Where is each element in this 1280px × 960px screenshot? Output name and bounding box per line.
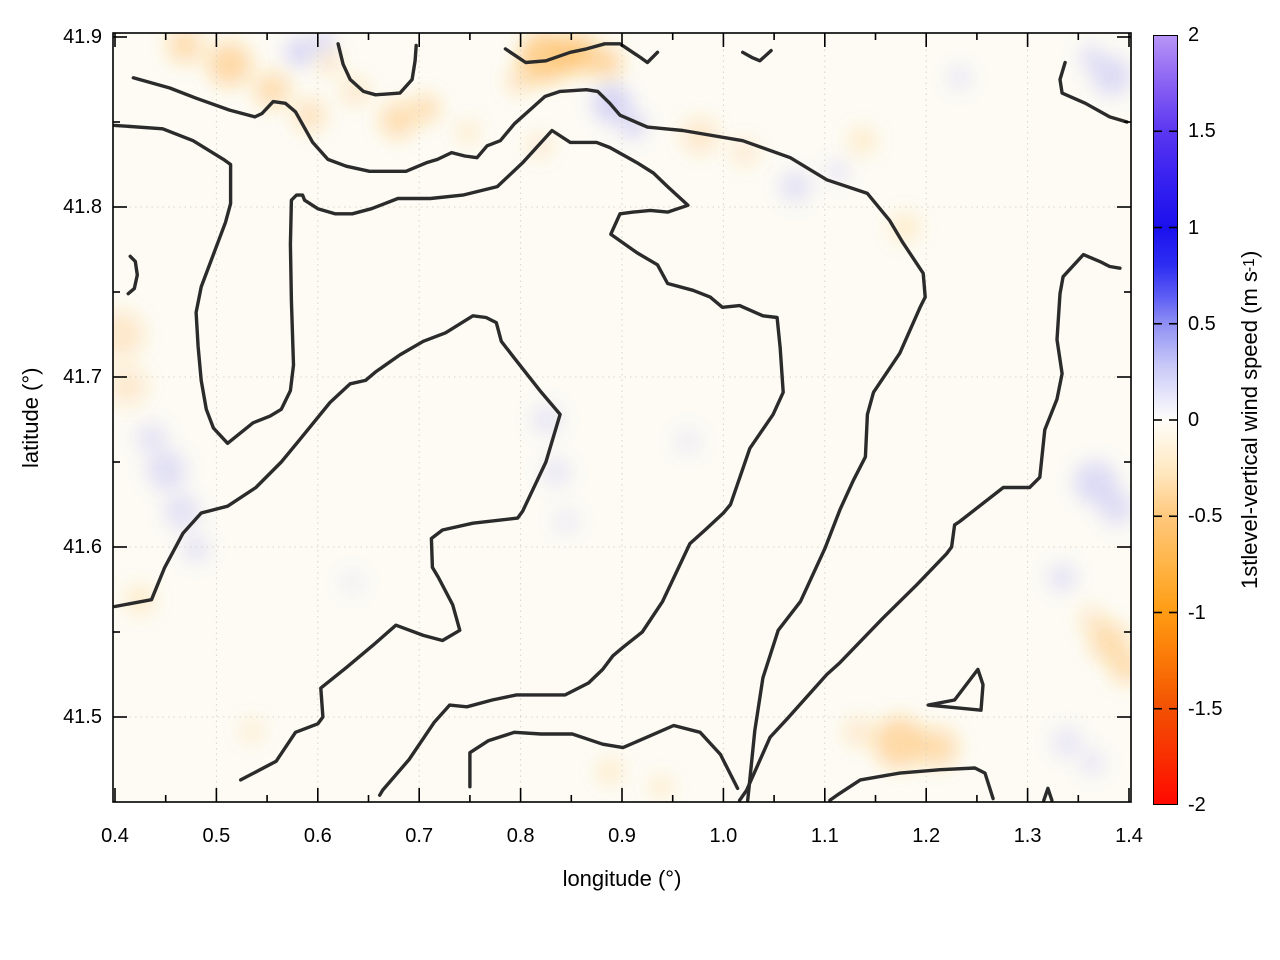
x-tick-label: 0.8 (506, 825, 535, 847)
x-tick-label: 1.4 (1115, 825, 1143, 847)
x-tick-label: 0.6 (303, 825, 332, 847)
x-tick-label: 1.1 (810, 825, 839, 847)
colorbar-tick-label: 2 (1188, 24, 1200, 46)
x-tick-label: 1.2 (912, 825, 941, 847)
colorbar-title-superscript: -1 (1241, 257, 1258, 272)
colorbar-title-text: 1stlevel-vertical wind speed (m s (1237, 271, 1262, 590)
colorbar-tick-label: 1 (1188, 216, 1200, 239)
x-tick-label: 0.4 (101, 825, 129, 847)
colorbar-tick-label: -0.5 (1188, 505, 1223, 528)
colorbar-tick-label: -2 (1188, 794, 1206, 816)
y-tick-label: 41.6 (63, 536, 102, 558)
colorbar-title-close-paren: ) (1237, 250, 1262, 258)
colorbar-tick-label: -1.5 (1188, 697, 1223, 720)
x-axis-title: longitude (°) (562, 866, 682, 891)
x-tick-label: 1.3 (1013, 825, 1042, 847)
x-tick-label: 0.7 (405, 825, 434, 847)
x-tick-label: 1.0 (709, 825, 738, 847)
y-tick-label: 41.8 (63, 196, 102, 218)
y-tick-label: 41.5 (63, 706, 102, 728)
x-tick-label: 0.5 (202, 825, 231, 847)
colorbar-tick-label: 1.5 (1188, 120, 1216, 143)
x-tick-label: 0.9 (608, 825, 636, 847)
colorbar-tick-label: -1 (1188, 601, 1206, 624)
colorbar-tick-label: 0 (1188, 409, 1200, 431)
y-tick-label: 41.7 (63, 366, 102, 388)
colorbar-tick-label: 0.5 (1188, 312, 1216, 335)
colorbar-title: 1stlevel-vertical wind speed (m s -1) (1230, 35, 1270, 805)
y-axis-title: latitude (°) (18, 367, 43, 468)
colorbar-gradient (1153, 35, 1178, 805)
y-tick-label: 41.9 (63, 26, 102, 48)
